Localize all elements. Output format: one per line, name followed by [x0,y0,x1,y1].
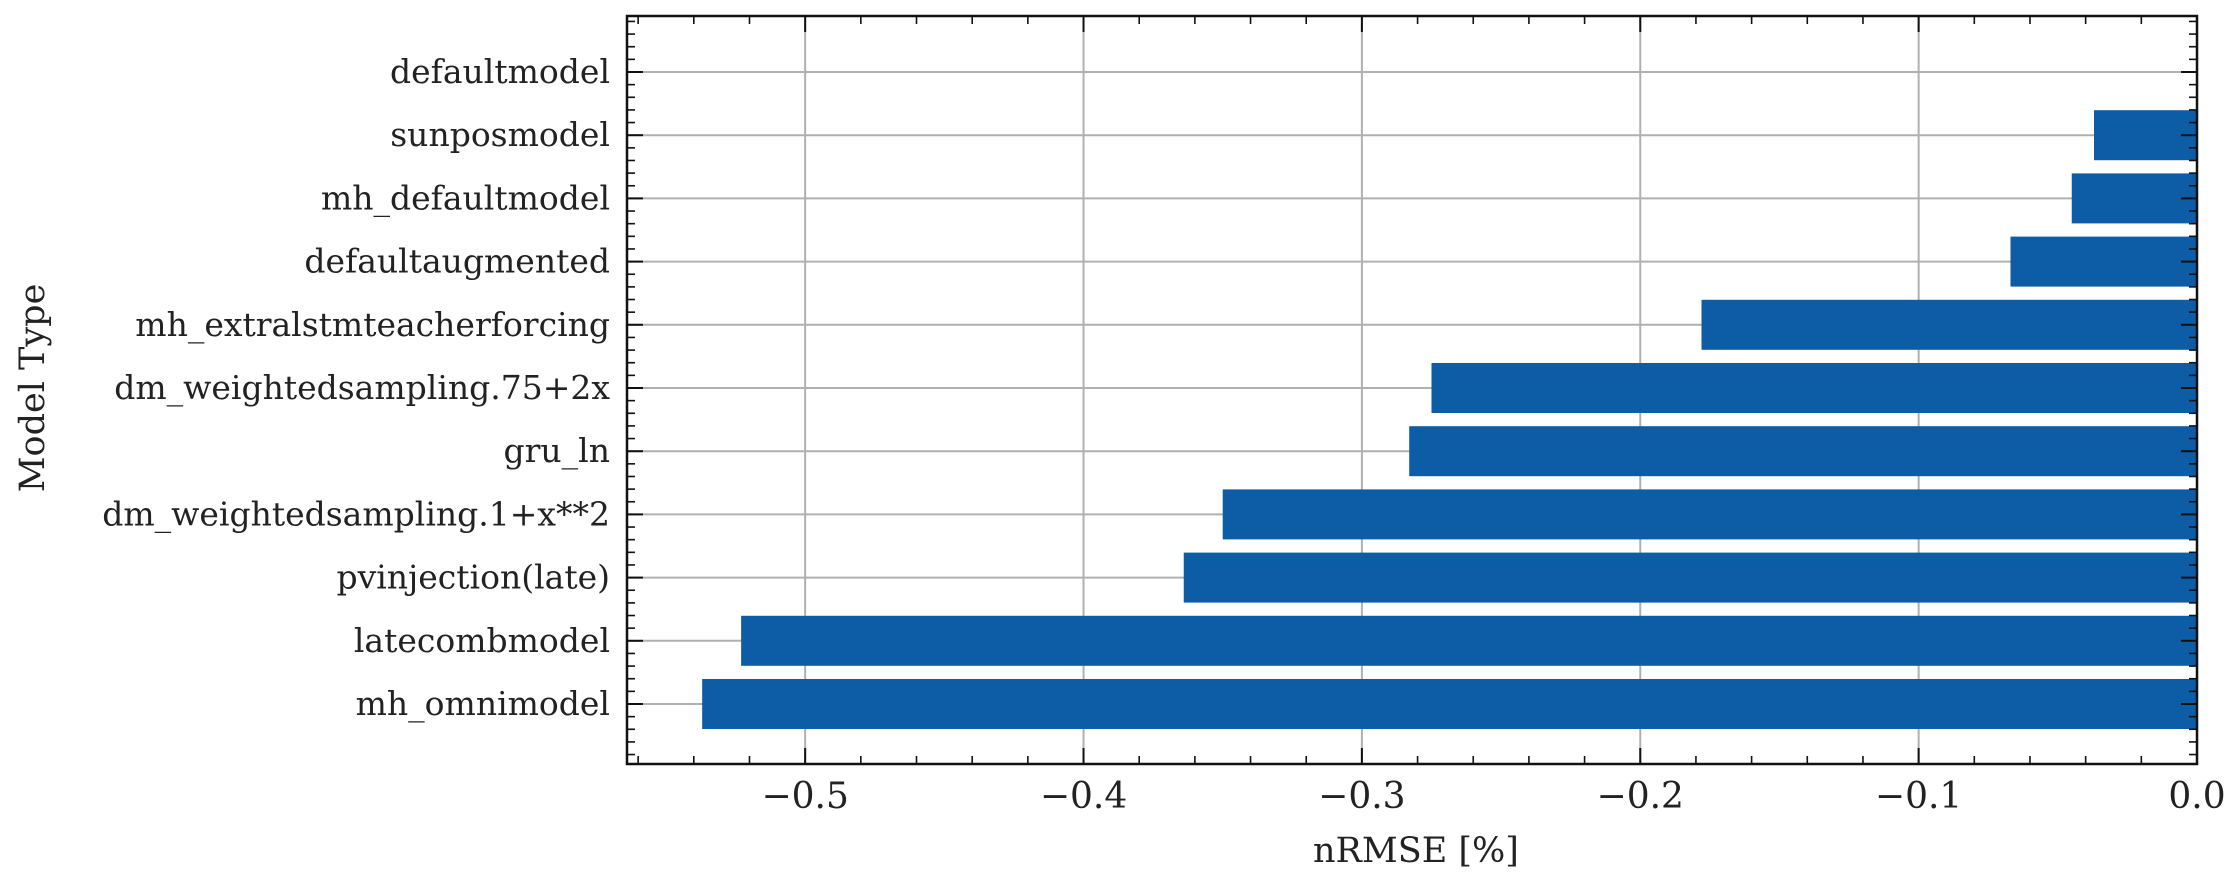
bar [1409,426,2197,477]
y-category-label: gru_ln [504,431,610,471]
labels: −0.5 −0.4 −0.3 −0.2 −0.1 0.0 defaultmodel sunpo… [102,52,2225,817]
bar [1222,489,2197,540]
y-category-label: mh_omnimodel [356,684,610,724]
bar [2071,173,2197,224]
y-category-label: sunposmodel [390,115,610,154]
x-tick-label: −0.1 [1875,776,1962,817]
y-category-label: dm_weightedsampling.1+x**2 [102,494,610,534]
y-category-label: dm_weightedsampling.75+2x [114,368,610,408]
bar [1183,552,2197,603]
y-category-label: latecombmodel [354,621,610,660]
bars [702,110,2197,729]
bar [2010,236,2197,287]
x-tick-label: −0.3 [1318,776,1405,817]
y-category-label: mh_defaultmodel [321,178,610,218]
y-category-label: mh_extralstmteacherforcing [135,305,610,345]
x-tick-label: −0.4 [1040,776,1127,817]
bar [2094,110,2197,161]
axes [625,14,2199,766]
plot-frame [625,14,2199,766]
y-axis-label: Model Type [13,284,53,493]
y-category-label: defaultmodel [390,52,610,91]
bar [741,615,2197,666]
y-category-label: defaultaugmented [304,242,610,281]
x-tick-label: −0.2 [1597,776,1684,817]
x-tick-label: 0.0 [2168,776,2225,817]
x-axis-label: nRMSE [%] [1313,831,1519,871]
bar [702,679,2197,729]
x-tick-label: −0.5 [761,776,848,817]
bar [1431,363,2197,413]
bar [1701,299,2197,350]
y-category-label: pvinjection(late) [336,558,610,597]
